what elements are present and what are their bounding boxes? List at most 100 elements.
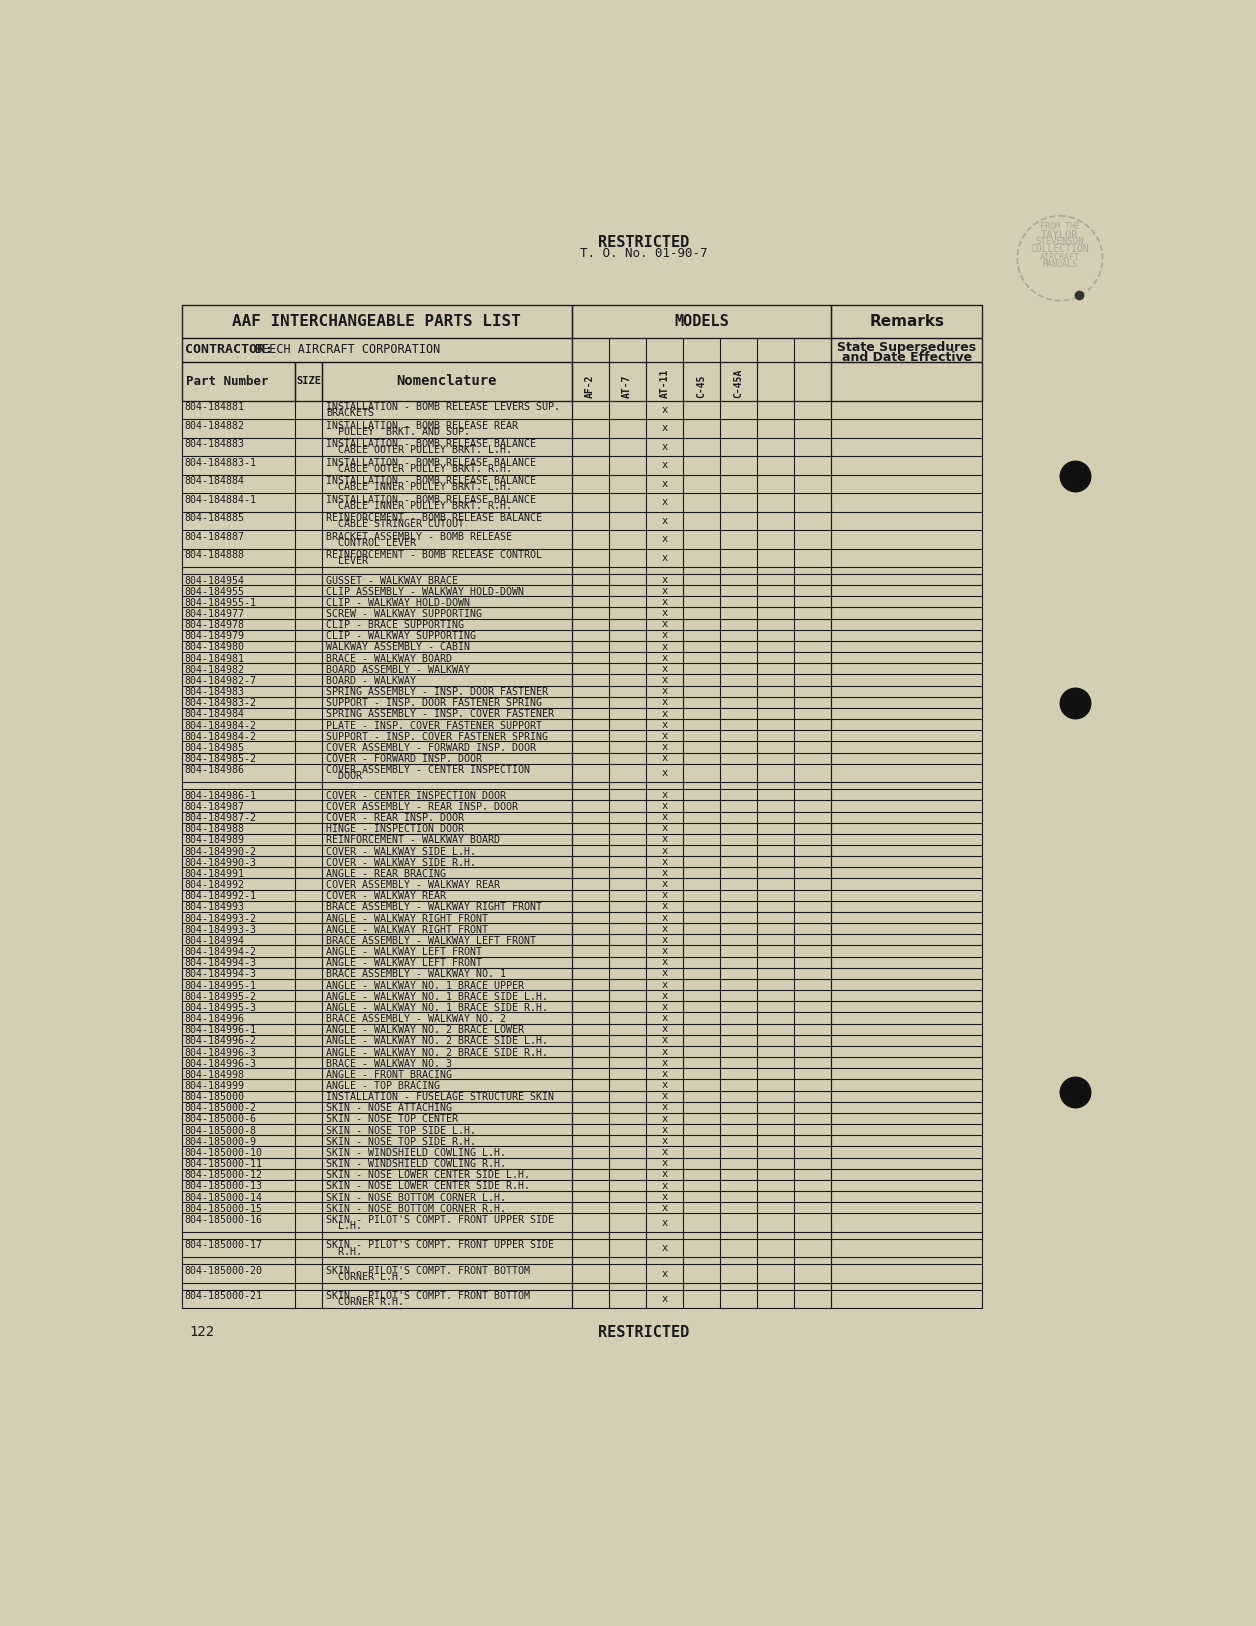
Text: x: x bbox=[661, 515, 667, 525]
Text: 804-184995-3: 804-184995-3 bbox=[185, 1003, 256, 1013]
Text: L.H.: L.H. bbox=[327, 1221, 362, 1231]
Text: 804-184993: 804-184993 bbox=[185, 902, 244, 912]
Text: x: x bbox=[661, 880, 667, 889]
Text: ANGLE - WALKWAY LEFT FRONT: ANGLE - WALKWAY LEFT FRONT bbox=[327, 946, 482, 958]
Text: 122: 122 bbox=[190, 1325, 215, 1340]
Text: Nomenclature: Nomenclature bbox=[397, 374, 497, 389]
Text: 804-184988: 804-184988 bbox=[185, 824, 244, 834]
Text: SKIN - WINDSHIELD COWLING L.H.: SKIN - WINDSHIELD COWLING L.H. bbox=[327, 1148, 506, 1158]
Text: x: x bbox=[661, 1158, 667, 1167]
Bar bbox=[182, 338, 571, 363]
Text: STEVENSON: STEVENSON bbox=[1036, 237, 1084, 246]
Text: x: x bbox=[661, 1146, 667, 1158]
Text: BRACE ASSEMBLY - WALKWAY RIGHT FRONT: BRACE ASSEMBLY - WALKWAY RIGHT FRONT bbox=[327, 902, 541, 912]
Text: Remarks: Remarks bbox=[869, 314, 945, 328]
Bar bbox=[831, 363, 982, 400]
Text: 804-184984-2: 804-184984-2 bbox=[185, 720, 256, 730]
Text: INSTALLATION - BOMB RELEASE REAR: INSTALLATION - BOMB RELEASE REAR bbox=[327, 421, 517, 431]
Text: BOARD - WALKWAY: BOARD - WALKWAY bbox=[327, 676, 416, 686]
Text: x: x bbox=[661, 1125, 667, 1135]
Text: 804-184996-3: 804-184996-3 bbox=[185, 1047, 256, 1057]
Text: x: x bbox=[661, 709, 667, 719]
Text: AIRCRAFT: AIRCRAFT bbox=[1040, 254, 1080, 262]
Text: x: x bbox=[661, 698, 667, 707]
Text: 804-184996: 804-184996 bbox=[185, 1015, 244, 1024]
Text: 804-184992: 804-184992 bbox=[185, 880, 244, 889]
Text: 804-184987-2: 804-184987-2 bbox=[185, 813, 256, 823]
Text: x: x bbox=[661, 480, 667, 489]
Text: 804-185000-11: 804-185000-11 bbox=[185, 1159, 263, 1169]
Text: 804-185000-21: 804-185000-21 bbox=[185, 1291, 263, 1301]
Text: SUPPORT - INSP. COVER FASTENER SPRING: SUPPORT - INSP. COVER FASTENER SPRING bbox=[327, 732, 548, 741]
Text: 804-184991: 804-184991 bbox=[185, 868, 244, 880]
Text: CABLE OUTER PULLEY BRKT. L.H.: CABLE OUTER PULLEY BRKT. L.H. bbox=[327, 446, 512, 455]
Text: x: x bbox=[661, 741, 667, 751]
Text: ANGLE - REAR BRACING: ANGLE - REAR BRACING bbox=[327, 868, 446, 880]
Text: 804-185000: 804-185000 bbox=[185, 1093, 244, 1102]
Text: AAF INTERCHANGEABLE PARTS LIST: AAF INTERCHANGEABLE PARTS LIST bbox=[232, 314, 521, 328]
Text: ANGLE - WALKWAY NO. 2 BRACE SIDE L.H.: ANGLE - WALKWAY NO. 2 BRACE SIDE L.H. bbox=[327, 1036, 548, 1047]
Text: x: x bbox=[661, 767, 667, 777]
Text: and Date Effective: and Date Effective bbox=[842, 351, 972, 364]
Text: x: x bbox=[661, 1244, 667, 1254]
Text: PLATE - INSP. COVER FASTENER SUPPORT: PLATE - INSP. COVER FASTENER SUPPORT bbox=[327, 720, 541, 730]
Text: CLIP - BRACE SUPPORTING: CLIP - BRACE SUPPORTING bbox=[327, 620, 463, 631]
Text: x: x bbox=[661, 802, 667, 811]
Text: INSTALLATION - BOMB RELEASE LEVERS SUP.: INSTALLATION - BOMB RELEASE LEVERS SUP. bbox=[327, 402, 560, 413]
Text: 804-184994: 804-184994 bbox=[185, 937, 244, 946]
Text: 804-184983: 804-184983 bbox=[185, 688, 244, 698]
Text: x: x bbox=[661, 663, 667, 673]
Text: RESTRICTED: RESTRICTED bbox=[598, 236, 690, 250]
Text: 804-184995-2: 804-184995-2 bbox=[185, 992, 256, 1002]
Text: ANGLE - WALKWAY NO. 1 BRACE UPPER: ANGLE - WALKWAY NO. 1 BRACE UPPER bbox=[327, 980, 524, 990]
Text: SKIN - NOSE BOTTOM CORNER R.H.: SKIN - NOSE BOTTOM CORNER R.H. bbox=[327, 1203, 506, 1215]
Text: ANGLE - FRONT BRACING: ANGLE - FRONT BRACING bbox=[327, 1070, 452, 1080]
Text: COVER ASSEMBLY - FORWARD INSP. DOOR: COVER ASSEMBLY - FORWARD INSP. DOOR bbox=[327, 743, 536, 753]
Text: x: x bbox=[661, 857, 667, 867]
Text: CABLE INNER PULLEY BRKT. R.H.: CABLE INNER PULLEY BRKT. R.H. bbox=[327, 501, 512, 511]
Text: CLIP ASSEMBLY - WALKWAY HOLD-DOWN: CLIP ASSEMBLY - WALKWAY HOLD-DOWN bbox=[327, 587, 524, 597]
Text: 804-184999: 804-184999 bbox=[185, 1081, 244, 1091]
Text: FROM THE: FROM THE bbox=[1040, 223, 1080, 231]
Text: 804-184998: 804-184998 bbox=[185, 1070, 244, 1080]
Text: INSTALLATION - BOMB RELEASE BALANCE: INSTALLATION - BOMB RELEASE BALANCE bbox=[327, 494, 536, 504]
Text: x: x bbox=[661, 620, 667, 629]
Text: 804-184887: 804-184887 bbox=[185, 532, 244, 541]
Text: BEECH AIRCRAFT CORPORATION: BEECH AIRCRAFT CORPORATION bbox=[255, 343, 441, 356]
Text: x: x bbox=[661, 946, 667, 956]
Text: REINFORCEMENT - BOMB RELEASE BALANCE: REINFORCEMENT - BOMB RELEASE BALANCE bbox=[327, 514, 541, 524]
Text: 804-184955-1: 804-184955-1 bbox=[185, 598, 256, 608]
Text: BRACE ASSEMBLY - WALKWAY LEFT FRONT: BRACE ASSEMBLY - WALKWAY LEFT FRONT bbox=[327, 937, 536, 946]
Text: x: x bbox=[661, 834, 667, 844]
Text: x: x bbox=[661, 498, 667, 507]
Text: 804-184986: 804-184986 bbox=[185, 766, 244, 776]
Text: ANGLE - WALKWAY NO. 1 BRACE SIDE L.H.: ANGLE - WALKWAY NO. 1 BRACE SIDE L.H. bbox=[327, 992, 548, 1002]
Text: x: x bbox=[661, 1294, 667, 1304]
Text: 804-184985-2: 804-184985-2 bbox=[185, 754, 256, 764]
Text: 804-185000-9: 804-185000-9 bbox=[185, 1137, 256, 1146]
Text: x: x bbox=[661, 642, 667, 652]
Text: SKIN - NOSE BOTTOM CORNER L.H.: SKIN - NOSE BOTTOM CORNER L.H. bbox=[327, 1192, 506, 1203]
Text: 804-185000-2: 804-185000-2 bbox=[185, 1104, 256, 1114]
Text: CLIP - WALKWAY HOLD-DOWN: CLIP - WALKWAY HOLD-DOWN bbox=[327, 598, 470, 608]
Text: COVER - WALKWAY SIDE R.H.: COVER - WALKWAY SIDE R.H. bbox=[327, 857, 476, 868]
Text: CONTROL LEVER: CONTROL LEVER bbox=[327, 538, 416, 548]
Text: 804-185000-10: 804-185000-10 bbox=[185, 1148, 263, 1158]
Text: COVER - WALKWAY REAR: COVER - WALKWAY REAR bbox=[327, 891, 446, 901]
Text: 804-184885: 804-184885 bbox=[185, 514, 244, 524]
Bar bbox=[322, 363, 571, 400]
Text: SKIN - PILOT'S COMPT. FRONT UPPER SIDE: SKIN - PILOT'S COMPT. FRONT UPPER SIDE bbox=[327, 1241, 554, 1250]
Text: 804-184996-3: 804-184996-3 bbox=[185, 1059, 256, 1068]
Text: x: x bbox=[661, 753, 667, 763]
Bar bbox=[182, 363, 295, 400]
Text: 804-184977: 804-184977 bbox=[185, 610, 244, 620]
Text: SPRING ASSEMBLY - INSP. COVER FASTENER: SPRING ASSEMBLY - INSP. COVER FASTENER bbox=[327, 709, 554, 719]
Text: Part Number: Part Number bbox=[186, 376, 269, 389]
Text: x: x bbox=[661, 1002, 667, 1011]
Text: SCREW - WALKWAY SUPPORTING: SCREW - WALKWAY SUPPORTING bbox=[327, 610, 482, 620]
Text: x: x bbox=[661, 891, 667, 901]
Text: x: x bbox=[661, 1036, 667, 1046]
Text: 804-184884-1: 804-184884-1 bbox=[185, 494, 256, 504]
Bar bbox=[295, 363, 322, 400]
Text: 804-185000-16: 804-185000-16 bbox=[185, 1215, 263, 1224]
